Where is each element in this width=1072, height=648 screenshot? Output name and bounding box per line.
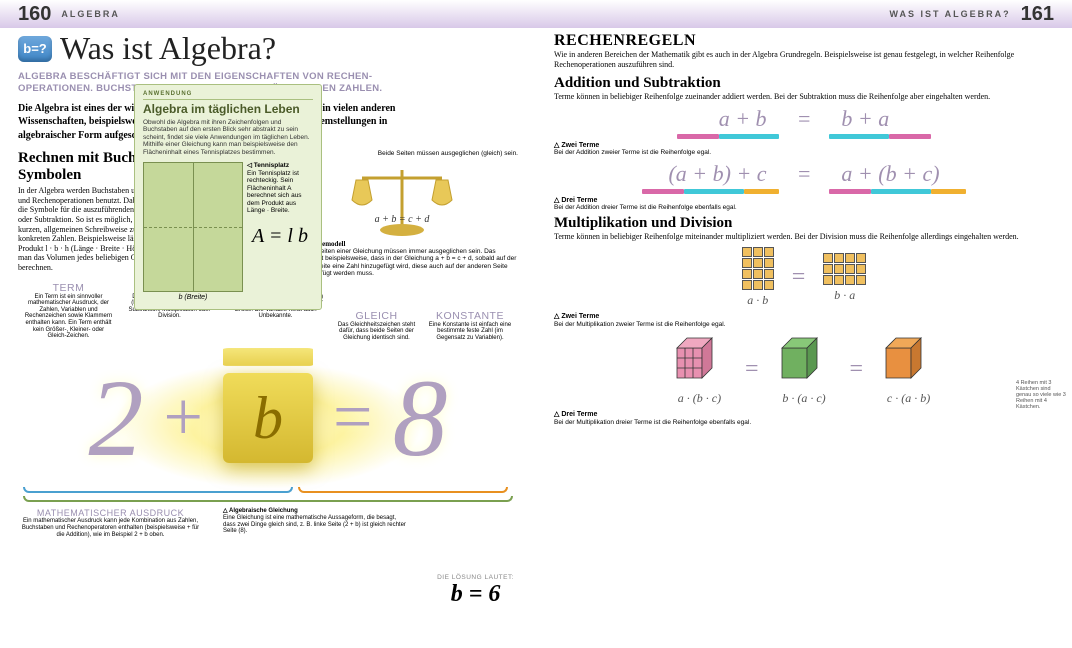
- solution-label: DIE LÖSUNG LAUTET:: [437, 574, 514, 581]
- eq-equals: =: [333, 383, 372, 453]
- ab-label: a · b: [742, 293, 774, 308]
- alg-eq-heading: △ Algebraische Gleichung: [223, 508, 298, 514]
- eq-ba: b + a: [841, 106, 889, 132]
- grid-3x4-icon: [742, 247, 774, 290]
- header-bar-right: WAS IST ALGEBRA? 161: [536, 0, 1072, 28]
- eq-plus: +: [164, 383, 203, 453]
- two-terms-add: Bei der Addition zweier Terme ist die Re…: [554, 149, 711, 156]
- m3-l-label: a · (b · c): [672, 391, 727, 406]
- gleich-body: Das Gleichheitszeichen steht dafür, dass…: [337, 322, 417, 342]
- two-terms-h: △ Zwei Terme: [554, 142, 599, 149]
- solution-equation: b = 6: [437, 581, 514, 608]
- rules-heading: RECHENREGELN: [554, 32, 1054, 50]
- eq-sign: =: [797, 106, 812, 132]
- ba-label: b · a: [823, 288, 866, 303]
- waage-caption-body: Beide Seiten einer Gleichung müssen imme…: [298, 248, 518, 278]
- cube3d-a-icon: [672, 333, 727, 383]
- header-bar-left: 160 ALGEBRA: [0, 0, 536, 28]
- big-equation: 2 + b = 8: [18, 343, 518, 493]
- cube3d-c-icon: [881, 333, 936, 383]
- solution-box: DIE LÖSUNG LAUTET: b = 6: [437, 574, 514, 608]
- header-label-left: ALGEBRA: [61, 9, 120, 19]
- side-note-grid: 4 Reihen mit 3 Kästchen sind genau so vi…: [1016, 380, 1066, 410]
- b-equals-icon: b=?: [18, 36, 52, 62]
- term-heading: TERM: [24, 282, 114, 294]
- m3-m-label: b · (a · c): [777, 391, 832, 406]
- waage-caption-title: ◁ Waagemodell: [298, 240, 518, 248]
- eq-ab: a + b: [719, 106, 767, 132]
- three-terms-add: Bei der Addition dreier Terme ist die Re…: [554, 204, 737, 211]
- muldiv-heading: Multiplikation und Division: [554, 215, 1054, 232]
- application-box: ANWENDUNG Algebra im täglichen Leben Obw…: [134, 84, 322, 310]
- eq-term-2: 2: [89, 363, 144, 473]
- addsub-body: Terme können in beliebiger Reihenfolge z…: [554, 92, 1054, 102]
- tennis-court-icon: [143, 162, 243, 292]
- term-body: Ein Term ist ein sinnvoller mathematisch…: [24, 294, 114, 340]
- tennis-caption-title: ◁ Tennisplatz: [247, 162, 289, 169]
- page-right: WAS IST ALGEBRA? 161 ANWENDUNG Algebra i…: [536, 0, 1072, 648]
- application-ribbon: ANWENDUNG: [143, 91, 313, 100]
- math-expr-heading: MATHEMATISCHER AUSDRUCK: [18, 508, 203, 518]
- tennis-width-label: b (Breite): [143, 294, 243, 301]
- konstante-body: Eine Konstante ist einfach eine bestimmt…: [428, 322, 513, 342]
- page-number-right: 161: [1021, 3, 1054, 26]
- application-title: Algebra im täglichen Leben: [143, 102, 313, 116]
- gleich-heading: GLEICH: [337, 310, 417, 322]
- three-terms-h: △ Drei Terme: [554, 197, 597, 204]
- rules-intro: Wie in anderen Bereichen der Mathematik …: [554, 50, 1054, 69]
- svg-text:a + b = c + d: a + b = c + d: [374, 214, 430, 225]
- addsub-heading: Addition und Subtraktion: [554, 75, 1054, 92]
- cube3d-b-icon: [777, 333, 832, 383]
- eq-term-8: 8: [392, 363, 447, 473]
- page-number-left: 160: [18, 3, 51, 26]
- page-title: Was ist Algebra?: [60, 30, 276, 67]
- m3-r-label: c · (a · b): [881, 391, 936, 406]
- header-label-right: WAS IST ALGEBRA?: [889, 9, 1010, 19]
- konstante-heading: KONSTANTE: [428, 310, 513, 322]
- math-expr-body: Ein mathematischer Ausdruck kann jede Ko…: [18, 518, 203, 538]
- application-body: Obwohl die Algebra mit ihren Zeichenfolg…: [143, 119, 313, 156]
- alg-eq-body: Eine Gleichung ist eine mathematische Au…: [223, 515, 408, 535]
- three-terms-mul: Bei der Multiplikation dreier Terme ist …: [554, 419, 751, 426]
- two-terms-mul: Bei der Multiplikation zweier Terme ist …: [554, 321, 726, 328]
- bracket-full: [23, 496, 513, 502]
- muldiv-body: Terme können in beliebiger Reihenfolge m…: [554, 232, 1054, 242]
- balance-scale-icon: a + b = c + d: [342, 160, 462, 240]
- eq3-right: a + (b + c): [841, 161, 939, 187]
- eq3-left: (a + b) + c: [668, 161, 766, 187]
- tennis-formula: A = l b: [247, 225, 313, 248]
- cube-b-icon: b: [223, 373, 313, 463]
- grid-4x3-icon: [823, 253, 866, 285]
- tennis-caption-body: Ein Tennisplatz ist rechteckig. Sein Flä…: [247, 170, 313, 215]
